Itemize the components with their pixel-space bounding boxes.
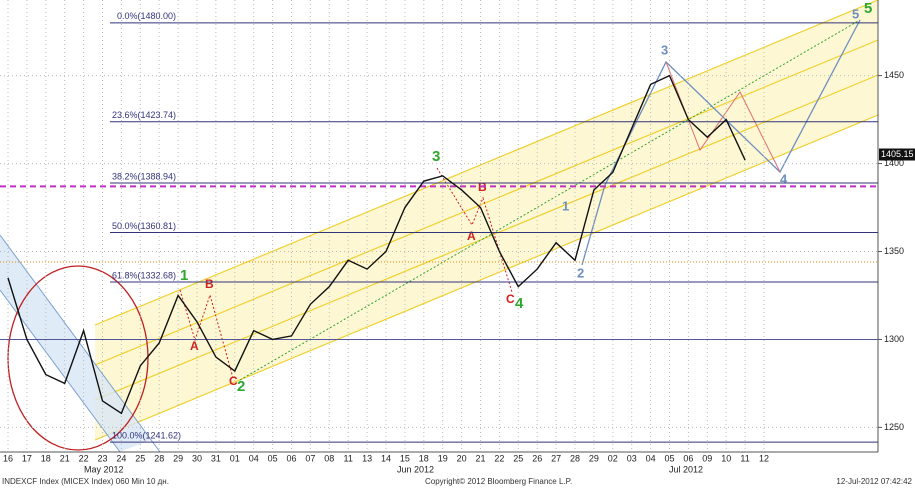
x-tick-label: 10 [721, 453, 731, 463]
x-tick-label: 29 [173, 453, 183, 463]
y-tick-label: 1300 [884, 334, 904, 344]
x-tick-label: 04 [249, 453, 259, 463]
wave-line [239, 19, 861, 381]
wave-label: C [229, 374, 238, 388]
fib-label: 23.6%(1423.74) [112, 110, 176, 120]
fib-label: 100.0%(1241.62) [112, 430, 181, 440]
footer-left: INDEXCF Index (MICEX Index) 060 Min 10 д… [2, 477, 169, 486]
y-tick-label: 1250 [884, 422, 904, 432]
footer-right: 12-Jul-2012 07:42:42 [836, 477, 912, 486]
channel-line [94, 0, 879, 326]
y-tick-label: 1350 [884, 246, 904, 256]
fib-label: 50.0%(1360.81) [112, 221, 176, 231]
channel-line [94, 74, 879, 401]
x-tick-label: 18 [419, 453, 429, 463]
wave-label: 3 [661, 42, 668, 57]
ellipse [7, 265, 149, 451]
x-tick-label: 03 [627, 453, 637, 463]
wave-label: C [506, 292, 515, 306]
x-tick-label: 31 [211, 453, 221, 463]
footer-center: Copyright© 2012 Bloomberg Finance L.P. [425, 477, 572, 486]
last-price-label: 1405.15 [881, 149, 914, 159]
x-tick-label: 13 [362, 453, 372, 463]
blue-channel-line [0, 234, 161, 453]
x-tick-label: 05 [664, 453, 674, 463]
x-tick-label: 25 [513, 453, 523, 463]
x-tick-label: 22 [79, 453, 89, 463]
y-axis-area [878, 0, 915, 452]
x-tick-label: 24 [116, 453, 126, 463]
x-tick-label: 26 [532, 453, 542, 463]
month-label: Jul 2012 [669, 464, 703, 474]
x-tick-label: 08 [324, 453, 334, 463]
y-tick-label: 1450 [884, 70, 904, 80]
x-tick-label: 12 [759, 453, 769, 463]
wave-label: 2 [237, 378, 245, 395]
x-tick-label: 05 [268, 453, 278, 463]
x-tick-label: 17 [22, 453, 32, 463]
x-tick-label: 21 [60, 453, 70, 463]
fib-label: 61.8%(1332.68) [112, 270, 176, 280]
last-price-box [879, 148, 915, 161]
fib-label: 38.2%(1388.94) [112, 171, 176, 181]
x-tick-label: 22 [494, 453, 504, 463]
x-tick-label: 16 [3, 453, 13, 463]
month-label: Jun 2012 [397, 464, 434, 474]
x-tick-label: 27 [551, 453, 561, 463]
price-line [7, 74, 746, 415]
x-tick-label: 02 [608, 453, 618, 463]
x-tick-label: 28 [570, 453, 580, 463]
wave-label: 1 [562, 198, 569, 213]
wave-label: 3 [432, 148, 440, 165]
x-tick-label: 19 [438, 453, 448, 463]
x-tick-label: 06 [683, 453, 693, 463]
x-tick-label: 04 [646, 453, 656, 463]
fib-label: 0.0%(1480.00) [117, 11, 176, 21]
wave-label: 4 [780, 171, 788, 186]
wave-label: B [205, 277, 214, 291]
x-tick-label: 11 [344, 453, 353, 463]
wave-label: 5 [852, 6, 859, 21]
x-tick-label: 25 [135, 453, 145, 463]
x-tick-label: 23 [97, 453, 107, 463]
x-tick-label: 29 [589, 453, 599, 463]
wave-path [436, 167, 513, 293]
channel-line [94, 114, 879, 441]
x-tick-label: 21 [475, 453, 485, 463]
wave-label: 5 [864, 0, 872, 17]
wave-label: A [467, 229, 476, 243]
x-tick-label: 07 [305, 453, 315, 463]
channel-line [94, 39, 879, 366]
month-label: May 2012 [84, 464, 124, 474]
wave-label: 4 [515, 295, 524, 312]
wave-label: A [190, 339, 199, 353]
x-tick-label: 28 [154, 453, 164, 463]
y-tick-label: 1400 [884, 158, 904, 168]
x-tick-label: 14 [381, 453, 391, 463]
wave-label: 2 [577, 265, 584, 280]
x-tick-label: 01 [230, 453, 240, 463]
x-tick-label: 15 [400, 453, 410, 463]
x-tick-label: 18 [41, 453, 51, 463]
x-tick-label: 11 [740, 453, 749, 463]
wave-label: 1 [180, 267, 188, 284]
x-tick-label: 06 [286, 453, 296, 463]
blue-channel-fill [0, 235, 150, 452]
x-tick-label: 09 [702, 453, 712, 463]
x-tick-label: 30 [192, 453, 202, 463]
x-tick-label: 20 [457, 453, 467, 463]
